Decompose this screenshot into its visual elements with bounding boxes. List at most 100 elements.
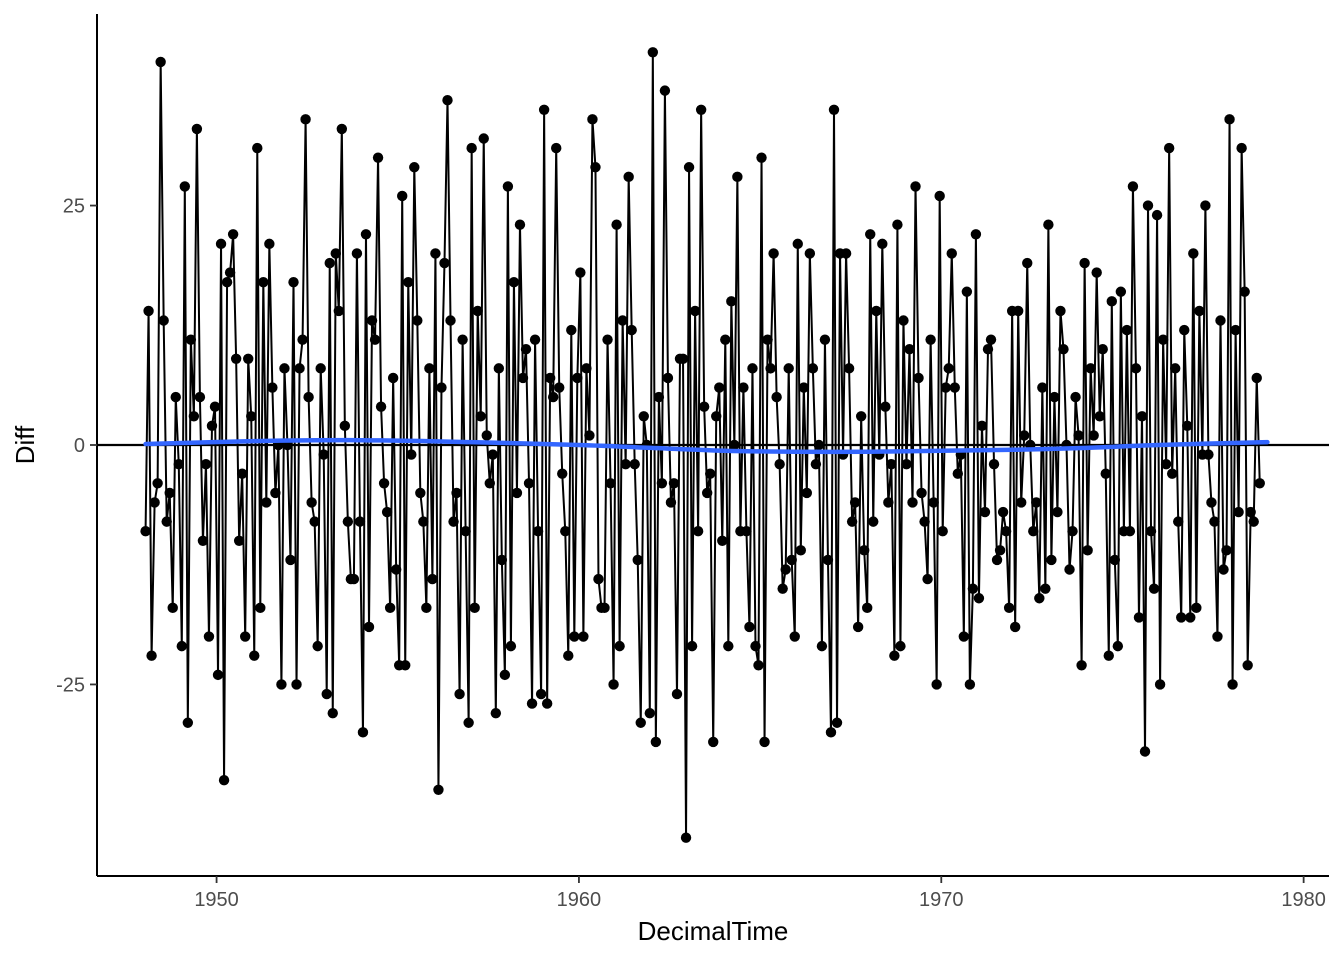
data-point (1082, 545, 1093, 556)
ticks-group: 1950 1960 1970 1980 -25 0 25 (56, 196, 1326, 911)
data-point (363, 621, 375, 633)
data-point (1085, 363, 1096, 374)
data-point (267, 382, 278, 393)
data-point (1133, 612, 1145, 623)
data-point (931, 679, 942, 690)
data-point (889, 650, 900, 661)
data-point (143, 305, 154, 317)
data-point (865, 229, 876, 240)
data-point (185, 334, 197, 345)
data-point (1121, 324, 1133, 336)
data-point (686, 640, 698, 652)
data-point (400, 660, 411, 671)
data-point (1218, 564, 1229, 575)
data-point (315, 363, 326, 374)
data-point (258, 276, 269, 288)
data-point (1245, 506, 1256, 518)
data-point (741, 526, 752, 537)
data-point (1227, 679, 1238, 690)
data-point (683, 162, 695, 173)
data-point (973, 593, 985, 604)
data-point (994, 545, 1006, 556)
data-point (1124, 526, 1136, 537)
data-point (976, 420, 988, 432)
data-point (457, 334, 468, 345)
data-point (653, 391, 665, 403)
data-point (173, 458, 184, 470)
data-point (146, 650, 157, 661)
data-point (819, 334, 831, 345)
data-point (1109, 554, 1121, 566)
data-point (357, 727, 369, 738)
data-point (762, 334, 773, 345)
data-point (351, 248, 363, 259)
data-point (1064, 564, 1075, 575)
data-point (412, 315, 423, 326)
data-point (309, 516, 320, 527)
data-point (1043, 219, 1054, 230)
data-point (964, 679, 976, 690)
data-point (161, 516, 172, 527)
data-point (1239, 286, 1250, 297)
data-point (602, 334, 613, 345)
data-point (469, 602, 480, 614)
data-point (708, 736, 719, 748)
data-point (1185, 612, 1196, 623)
data-point (916, 487, 927, 499)
data-point (321, 688, 332, 700)
data-point (756, 152, 767, 163)
data-point (1055, 305, 1066, 317)
data-point (1016, 497, 1027, 508)
data-point (877, 238, 888, 250)
data-point (366, 315, 378, 326)
data-point (170, 391, 181, 403)
data-point (729, 439, 740, 451)
data-point (1070, 391, 1081, 403)
data-point (605, 478, 616, 489)
data-point (798, 382, 809, 393)
data-point (481, 430, 492, 441)
data-point (632, 554, 643, 566)
data-point (478, 133, 489, 144)
data-point (668, 478, 680, 489)
data-point (840, 248, 852, 259)
data-point (554, 382, 565, 393)
data-point (1031, 497, 1042, 508)
data-point (883, 497, 894, 508)
data-point (828, 104, 840, 115)
data-point (1009, 621, 1021, 633)
data-point (209, 401, 221, 412)
data-point (701, 487, 713, 499)
data-point (843, 363, 855, 374)
data-point (1236, 142, 1247, 154)
data-point (279, 363, 290, 374)
data-point (333, 305, 344, 317)
data-point (1191, 602, 1202, 614)
data-point (807, 363, 819, 374)
data-point (342, 516, 354, 527)
x-tick-label: 1960 (557, 889, 602, 911)
data-point (436, 382, 447, 393)
data-point (617, 315, 628, 326)
data-point (551, 142, 562, 154)
data-point (221, 276, 233, 288)
data-point (484, 478, 495, 489)
data-point (421, 602, 432, 614)
data-point (901, 458, 912, 470)
data-point (1106, 296, 1117, 307)
data-point (780, 564, 791, 575)
data-point (1058, 344, 1069, 355)
y-tick-label: -25 (56, 674, 85, 696)
data-point (997, 506, 1009, 518)
data-point (623, 171, 634, 183)
data-point (922, 573, 933, 585)
data-point (991, 554, 1003, 566)
data-point (454, 688, 465, 700)
data-point (738, 382, 749, 393)
data-point (493, 363, 505, 374)
data-point (1028, 526, 1039, 537)
data-point (1142, 200, 1154, 211)
data-point (1157, 334, 1169, 345)
data-point (563, 650, 574, 661)
